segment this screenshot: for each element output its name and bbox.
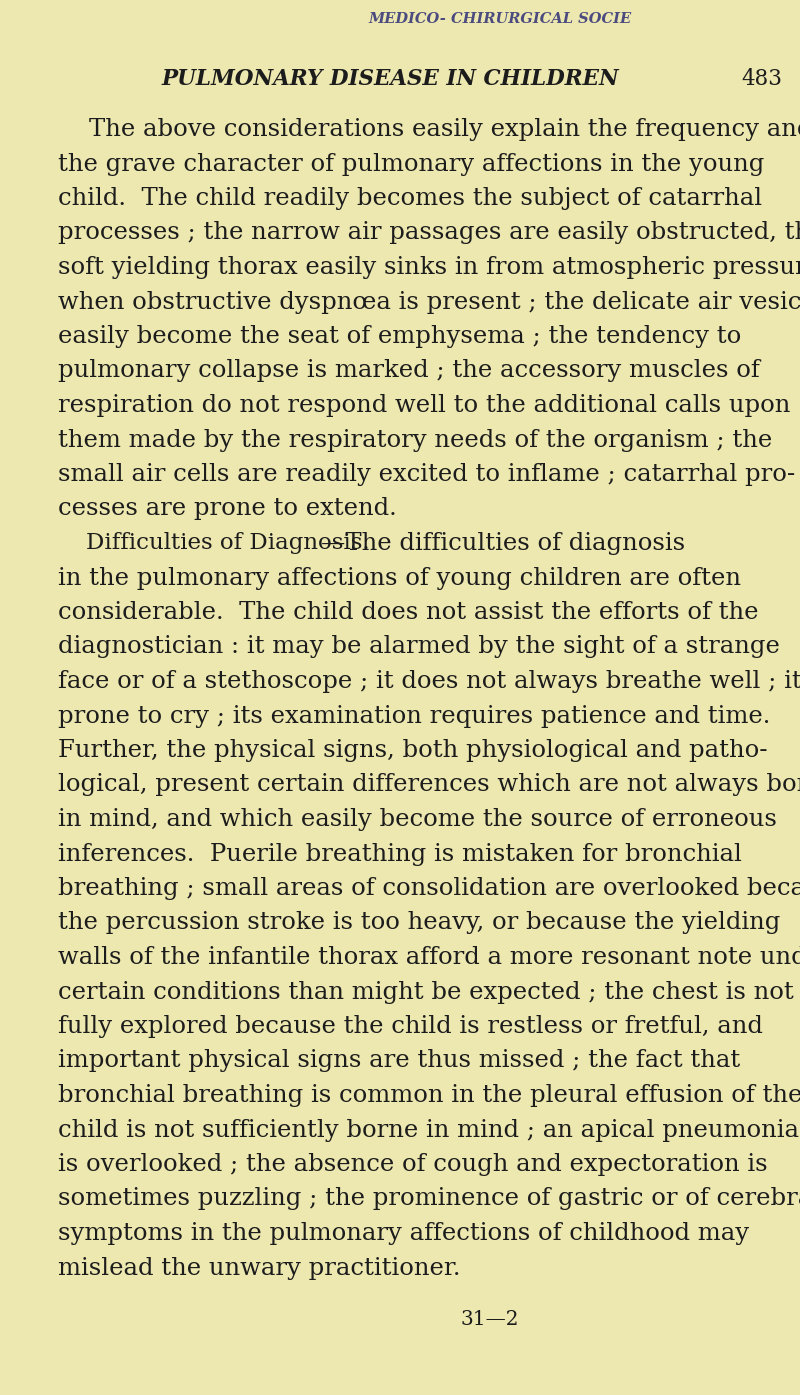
Text: in the pulmonary affections of young children are often: in the pulmonary affections of young chi… bbox=[58, 566, 741, 590]
Text: PULMONARY DISEASE IN CHILDREN: PULMONARY DISEASE IN CHILDREN bbox=[161, 68, 619, 91]
Text: fully explored because the child is restless or fretful, and: fully explored because the child is rest… bbox=[58, 1016, 763, 1038]
Text: face or of a stethoscope ; it does not always breathe well ; it is: face or of a stethoscope ; it does not a… bbox=[58, 670, 800, 693]
Text: in mind, and which easily become the source of erroneous: in mind, and which easily become the sou… bbox=[58, 808, 777, 831]
Text: diagnostician : it may be alarmed by the sight of a strange: diagnostician : it may be alarmed by the… bbox=[58, 636, 780, 658]
Text: 483: 483 bbox=[742, 68, 782, 91]
Text: small air cells are readily excited to inflame ; catarrhal pro-: small air cells are readily excited to i… bbox=[58, 463, 795, 485]
Text: breathing ; small areas of consolidation are overlooked because: breathing ; small areas of consolidation… bbox=[58, 877, 800, 900]
Text: MEDICO- CHIRURGICAL SOCIE: MEDICO- CHIRURGICAL SOCIE bbox=[369, 13, 631, 27]
Text: processes ; the narrow air passages are easily obstructed, the: processes ; the narrow air passages are … bbox=[58, 222, 800, 244]
Text: Further, the physical signs, both physiological and patho-: Further, the physical signs, both physio… bbox=[58, 739, 768, 762]
Text: important physical signs are thus missed ; the fact that: important physical signs are thus missed… bbox=[58, 1049, 740, 1073]
Text: the grave character of pulmonary affections in the young: the grave character of pulmonary affecti… bbox=[58, 152, 764, 176]
Text: considerable.  The child does not assist the efforts of the: considerable. The child does not assist … bbox=[58, 601, 758, 624]
Text: respiration do not respond well to the additional calls upon: respiration do not respond well to the a… bbox=[58, 393, 790, 417]
Text: The above considerations easily explain the frequency and: The above considerations easily explain … bbox=[58, 119, 800, 141]
Text: logical, present certain differences which are not always borne: logical, present certain differences whi… bbox=[58, 773, 800, 797]
Text: pulmonary collapse is marked ; the accessory muscles of: pulmonary collapse is marked ; the acces… bbox=[58, 360, 760, 382]
Text: Difficulties of Diagnosis.: Difficulties of Diagnosis. bbox=[86, 531, 370, 554]
Text: sometimes puzzling ; the prominence of gastric or of cerebral: sometimes puzzling ; the prominence of g… bbox=[58, 1187, 800, 1211]
Text: 31—2: 31—2 bbox=[461, 1310, 519, 1329]
Text: —The difficulties of diagnosis: —The difficulties of diagnosis bbox=[321, 531, 685, 555]
Text: symptoms in the pulmonary affections of childhood may: symptoms in the pulmonary affections of … bbox=[58, 1222, 749, 1244]
Text: the percussion stroke is too heavy, or because the yielding: the percussion stroke is too heavy, or b… bbox=[58, 911, 780, 935]
Text: child.  The child readily becomes the subject of catarrhal: child. The child readily becomes the sub… bbox=[58, 187, 762, 211]
Text: soft yielding thorax easily sinks in from atmospheric pressure: soft yielding thorax easily sinks in fro… bbox=[58, 257, 800, 279]
Text: mislead the unwary practitioner.: mislead the unwary practitioner. bbox=[58, 1257, 461, 1279]
Text: inferences.  Puerile breathing is mistaken for bronchial: inferences. Puerile breathing is mistake… bbox=[58, 843, 742, 865]
Text: certain conditions than might be expected ; the chest is not: certain conditions than might be expecte… bbox=[58, 981, 794, 1003]
Text: bronchial breathing is common in the pleural effusion of the: bronchial breathing is common in the ple… bbox=[58, 1084, 800, 1108]
Text: when obstructive dyspnœa is present ; the delicate air vesicles: when obstructive dyspnœa is present ; th… bbox=[58, 290, 800, 314]
Text: child is not sufficiently borne in mind ; an apical pneumonia: child is not sufficiently borne in mind … bbox=[58, 1119, 799, 1141]
Text: is overlooked ; the absence of cough and expectoration is: is overlooked ; the absence of cough and… bbox=[58, 1154, 768, 1176]
Text: them made by the respiratory needs of the organism ; the: them made by the respiratory needs of th… bbox=[58, 428, 772, 452]
Text: prone to cry ; its examination requires patience and time.: prone to cry ; its examination requires … bbox=[58, 704, 770, 728]
Text: walls of the infantile thorax afford a more resonant note under: walls of the infantile thorax afford a m… bbox=[58, 946, 800, 970]
Text: cesses are prone to extend.: cesses are prone to extend. bbox=[58, 498, 397, 520]
Text: easily become the seat of emphysema ; the tendency to: easily become the seat of emphysema ; th… bbox=[58, 325, 742, 347]
